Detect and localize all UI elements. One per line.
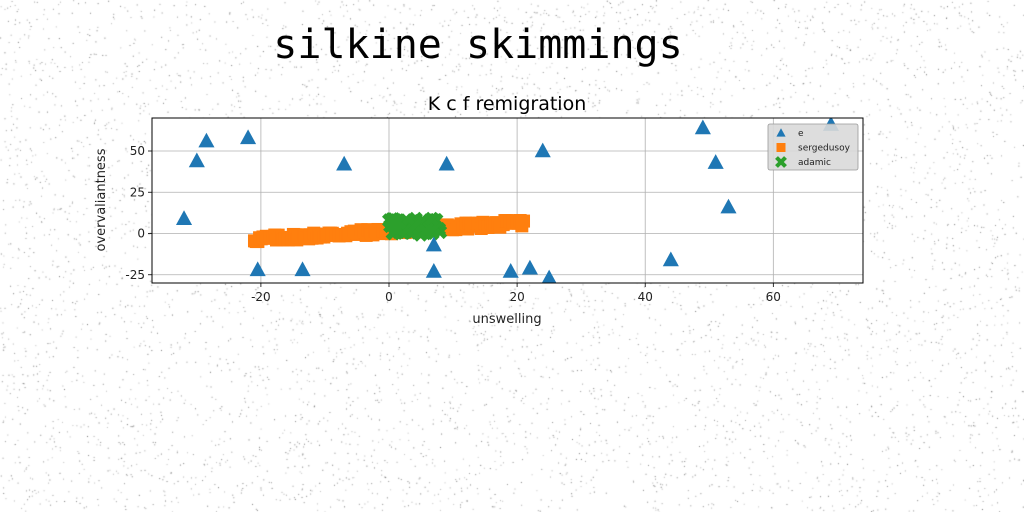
adamic-point — [399, 222, 414, 238]
legend-marker-adamic — [775, 156, 787, 168]
e-point — [707, 154, 724, 169]
y-tick-label: -25 — [125, 268, 145, 282]
y-tick-label: 25 — [130, 185, 145, 199]
legend-box — [767, 123, 859, 171]
x-axis-label: unswelling — [472, 312, 541, 327]
e-point — [541, 269, 557, 283]
e-point — [249, 261, 266, 277]
e-point — [720, 198, 737, 214]
grid — [152, 118, 863, 283]
x-tick-label: 0 — [385, 290, 393, 304]
figure-suptitle: silkine skimmings — [273, 22, 683, 68]
legend-marker-e — [776, 128, 786, 137]
e-point — [502, 263, 519, 278]
e-point — [438, 155, 455, 171]
e-point — [694, 119, 711, 135]
axis-ticks: -20 0 20 40 60 -25 0 25 50 — [125, 144, 781, 304]
y-axis-label: overvaliantness — [94, 148, 109, 251]
legend-marker-sergedusoy — [776, 143, 786, 152]
e-point — [521, 259, 538, 275]
x-tick-label: 60 — [766, 290, 781, 304]
y-tick-label: 0 — [137, 227, 145, 241]
e-point — [425, 236, 442, 252]
adamic-point — [418, 224, 433, 239]
e-point — [294, 261, 311, 277]
e-point — [188, 152, 205, 168]
e-point — [662, 251, 679, 267]
plot-frame — [151, 117, 864, 284]
sergedusoy-point — [517, 214, 531, 228]
e-point — [336, 155, 353, 171]
x-tick-label: 20 — [509, 290, 524, 304]
e-point — [198, 132, 215, 148]
x-tick-label: -20 — [251, 290, 271, 304]
adamic-point — [407, 218, 423, 233]
e-point — [425, 263, 442, 278]
adamic-point — [388, 221, 403, 236]
e-point — [534, 142, 551, 158]
series-marks — [175, 118, 840, 283]
legend-label-e: e — [798, 129, 804, 139]
e-point — [175, 210, 193, 225]
y-tick-label: 50 — [130, 144, 145, 158]
chart-title: K c f remigration — [428, 93, 587, 115]
legend: e sergedusoy adamic — [767, 123, 859, 171]
adamic-point — [424, 211, 440, 227]
legend-label-adamic: adamic — [798, 158, 831, 168]
legend-label-sergedusoy: sergedusoy — [798, 144, 851, 154]
x-tick-label: 40 — [638, 290, 653, 304]
adamic-point — [426, 220, 442, 236]
e-point — [240, 129, 257, 145]
